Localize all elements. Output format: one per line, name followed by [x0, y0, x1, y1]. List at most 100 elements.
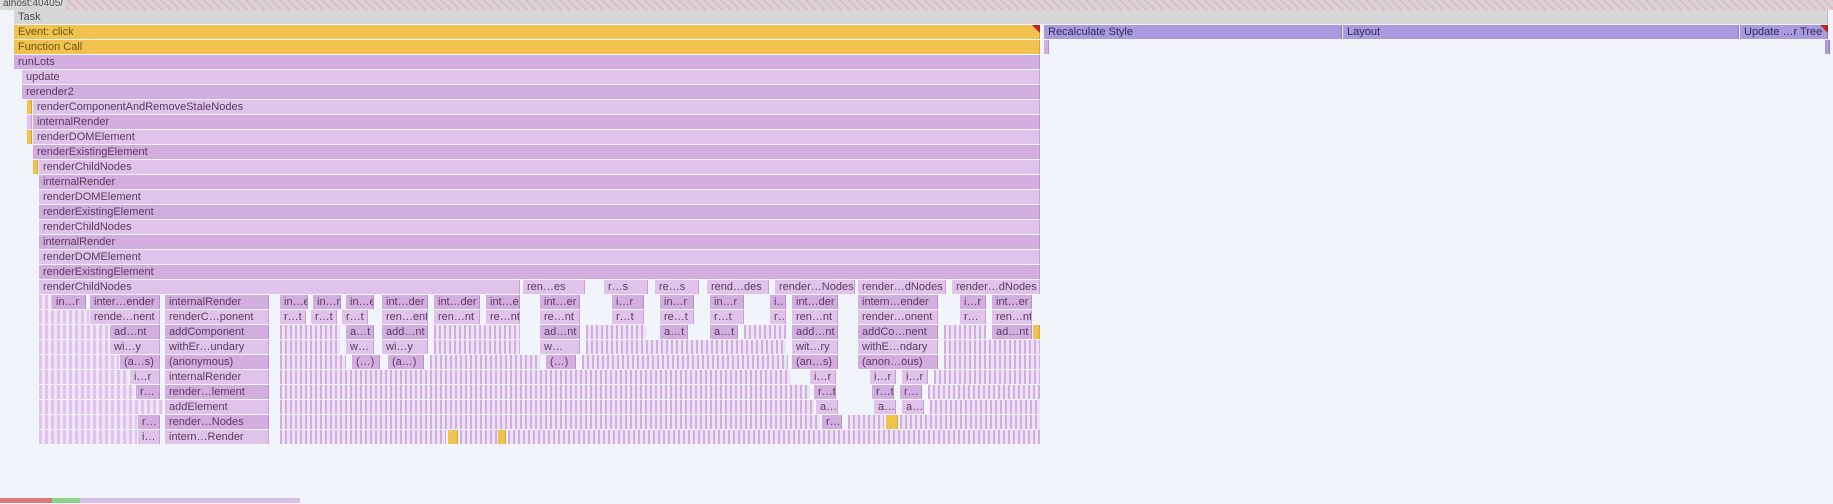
flame-bar[interactable]: r…t — [612, 310, 644, 324]
flame-bar[interactable]: rend…des — [707, 280, 769, 294]
flame-bar[interactable]: renderDOMElement — [39, 190, 1040, 204]
flame-bar[interactable] — [27, 115, 32, 129]
flame-bar[interactable]: i…r — [612, 295, 644, 309]
flame-bar[interactable]: renderChildNodes — [39, 160, 1040, 174]
flame-bar[interactable] — [1044, 40, 1049, 54]
flame-bar[interactable]: render…Nodes — [165, 415, 269, 429]
flame-bar[interactable]: r…t — [710, 310, 744, 324]
flame-bar[interactable]: ren…ent — [382, 310, 428, 324]
flame-bar[interactable]: runLots — [14, 55, 1040, 69]
flame-bar[interactable]: Update …r Tree — [1740, 25, 1828, 39]
flame-bar[interactable]: r…t — [311, 310, 337, 324]
flame-bar[interactable] — [498, 430, 506, 444]
flame-bar[interactable]: intern…Render — [165, 430, 269, 444]
flame-bar[interactable]: r…t — [872, 385, 894, 399]
flame-bar[interactable]: r… — [822, 415, 842, 429]
flame-bar[interactable]: re…nt — [486, 310, 520, 324]
flame-bar[interactable]: (…) — [546, 355, 576, 369]
flame-bar[interactable]: re…nt — [540, 310, 580, 324]
flame-bar[interactable]: addElement — [165, 400, 269, 414]
flame-bar[interactable]: int…der — [382, 295, 428, 309]
flame-bar[interactable]: i…r — [902, 370, 928, 384]
flame-bar[interactable] — [460, 430, 498, 444]
flame-bar[interactable] — [930, 400, 1040, 414]
flame-bar[interactable] — [27, 100, 32, 114]
flame-bar[interactable]: a…t — [660, 325, 688, 339]
flame-bar[interactable] — [39, 325, 109, 339]
flame-bar[interactable]: add…nt — [792, 325, 838, 339]
flame-bar[interactable]: internalRender — [33, 115, 1040, 129]
flame-bar[interactable]: render…dNodes — [952, 280, 1040, 294]
flame-bar[interactable] — [39, 415, 137, 429]
flame-bar[interactable] — [586, 325, 646, 339]
flame-bar[interactable] — [434, 325, 520, 339]
flame-bar[interactable] — [280, 355, 346, 369]
flame-bar[interactable] — [586, 340, 786, 354]
flame-bar[interactable]: (a…) — [388, 355, 424, 369]
flame-bar[interactable]: rerender2 — [22, 85, 1040, 99]
flame-bar[interactable] — [848, 415, 884, 429]
flame-bar[interactable]: renderDOMElement — [33, 130, 1040, 144]
flame-bar[interactable]: r… — [900, 385, 922, 399]
flame-bar[interactable]: re…t — [660, 310, 694, 324]
flame-bar[interactable] — [33, 160, 38, 174]
flame-bar[interactable]: renderComponentAndRemoveStaleNodes — [33, 100, 1040, 114]
flame-bar[interactable]: i…r — [130, 370, 160, 384]
flame-bar[interactable]: int…der — [434, 295, 480, 309]
flame-bar[interactable]: r… — [138, 415, 160, 429]
flame-bar[interactable]: renderDOMElement — [39, 250, 1040, 264]
flame-bar[interactable] — [39, 355, 119, 369]
flame-bar[interactable]: in…r — [710, 295, 744, 309]
flame-bar[interactable]: withEr…undary — [165, 340, 269, 354]
flame-bar[interactable]: re…s — [655, 280, 699, 294]
flame-bar[interactable] — [944, 355, 1040, 369]
flame-bar[interactable] — [434, 340, 520, 354]
flame-bar[interactable]: renderExistingElement — [33, 145, 1040, 159]
flame-bar[interactable]: a…t — [710, 325, 738, 339]
flame-bar[interactable]: Recalculate Style — [1044, 25, 1342, 39]
flame-bar[interactable]: i…r — [870, 370, 896, 384]
flame-bar[interactable]: add…nt — [382, 325, 428, 339]
flame-bar[interactable]: (anon…ous) — [858, 355, 938, 369]
flame-bar[interactable]: a… — [874, 400, 896, 414]
flame-bar[interactable]: Function Call — [14, 40, 1040, 54]
flame-bar[interactable] — [39, 340, 109, 354]
flame-bar[interactable]: wit…ry — [792, 340, 838, 354]
flame-bar[interactable]: i…r — [960, 295, 986, 309]
flame-bar[interactable]: renderChildNodes — [39, 220, 1040, 234]
flame-bar[interactable]: ren…nt — [792, 310, 838, 324]
flame-bar[interactable]: internalRender — [39, 235, 1040, 249]
flame-chart[interactable]: alhost:40405/ TaskEvent: clickRecalculat… — [0, 0, 1833, 504]
flame-bar[interactable]: intern…ender — [858, 295, 938, 309]
flame-bar[interactable]: ren…nt — [434, 310, 480, 324]
flame-bar[interactable] — [430, 355, 540, 369]
flame-bar[interactable] — [934, 370, 1040, 384]
flame-bar[interactable] — [900, 415, 1040, 429]
flame-bar[interactable]: withE…ndary — [858, 340, 938, 354]
flame-bar[interactable]: ad…nt — [110, 325, 160, 339]
flame-bar[interactable]: a…t — [816, 400, 838, 414]
flame-bar[interactable] — [39, 400, 163, 414]
flame-bar[interactable]: wi…y — [382, 340, 428, 354]
flame-bar[interactable]: (anonymous) — [165, 355, 269, 369]
flame-bar[interactable]: w… — [540, 340, 580, 354]
flame-bar[interactable]: addCo…nent — [858, 325, 938, 339]
flame-bar[interactable] — [928, 385, 1040, 399]
flame-bar[interactable] — [39, 310, 89, 324]
flame-bar[interactable]: r…t — [342, 310, 368, 324]
flame-bar[interactable]: r… — [960, 310, 986, 324]
flame-bar[interactable]: in…er — [280, 295, 308, 309]
flame-bar[interactable]: renderChildNodes — [39, 280, 520, 294]
flame-bar[interactable]: r…s — [604, 280, 648, 294]
flame-bar[interactable]: ad…nt — [992, 325, 1032, 339]
flame-bar[interactable]: in…r — [52, 295, 86, 309]
flame-bar[interactable] — [39, 430, 137, 444]
flame-bar[interactable]: Event: click — [14, 25, 1040, 39]
flame-bar[interactable] — [886, 415, 898, 429]
flame-bar[interactable] — [280, 415, 820, 429]
flame-bar[interactable]: i…r — [810, 370, 836, 384]
flame-bar[interactable]: a… — [902, 400, 924, 414]
flame-bar[interactable]: int…der — [792, 295, 838, 309]
flame-bar[interactable]: addComponent — [165, 325, 269, 339]
flame-bar[interactable]: Layout — [1343, 25, 1739, 39]
